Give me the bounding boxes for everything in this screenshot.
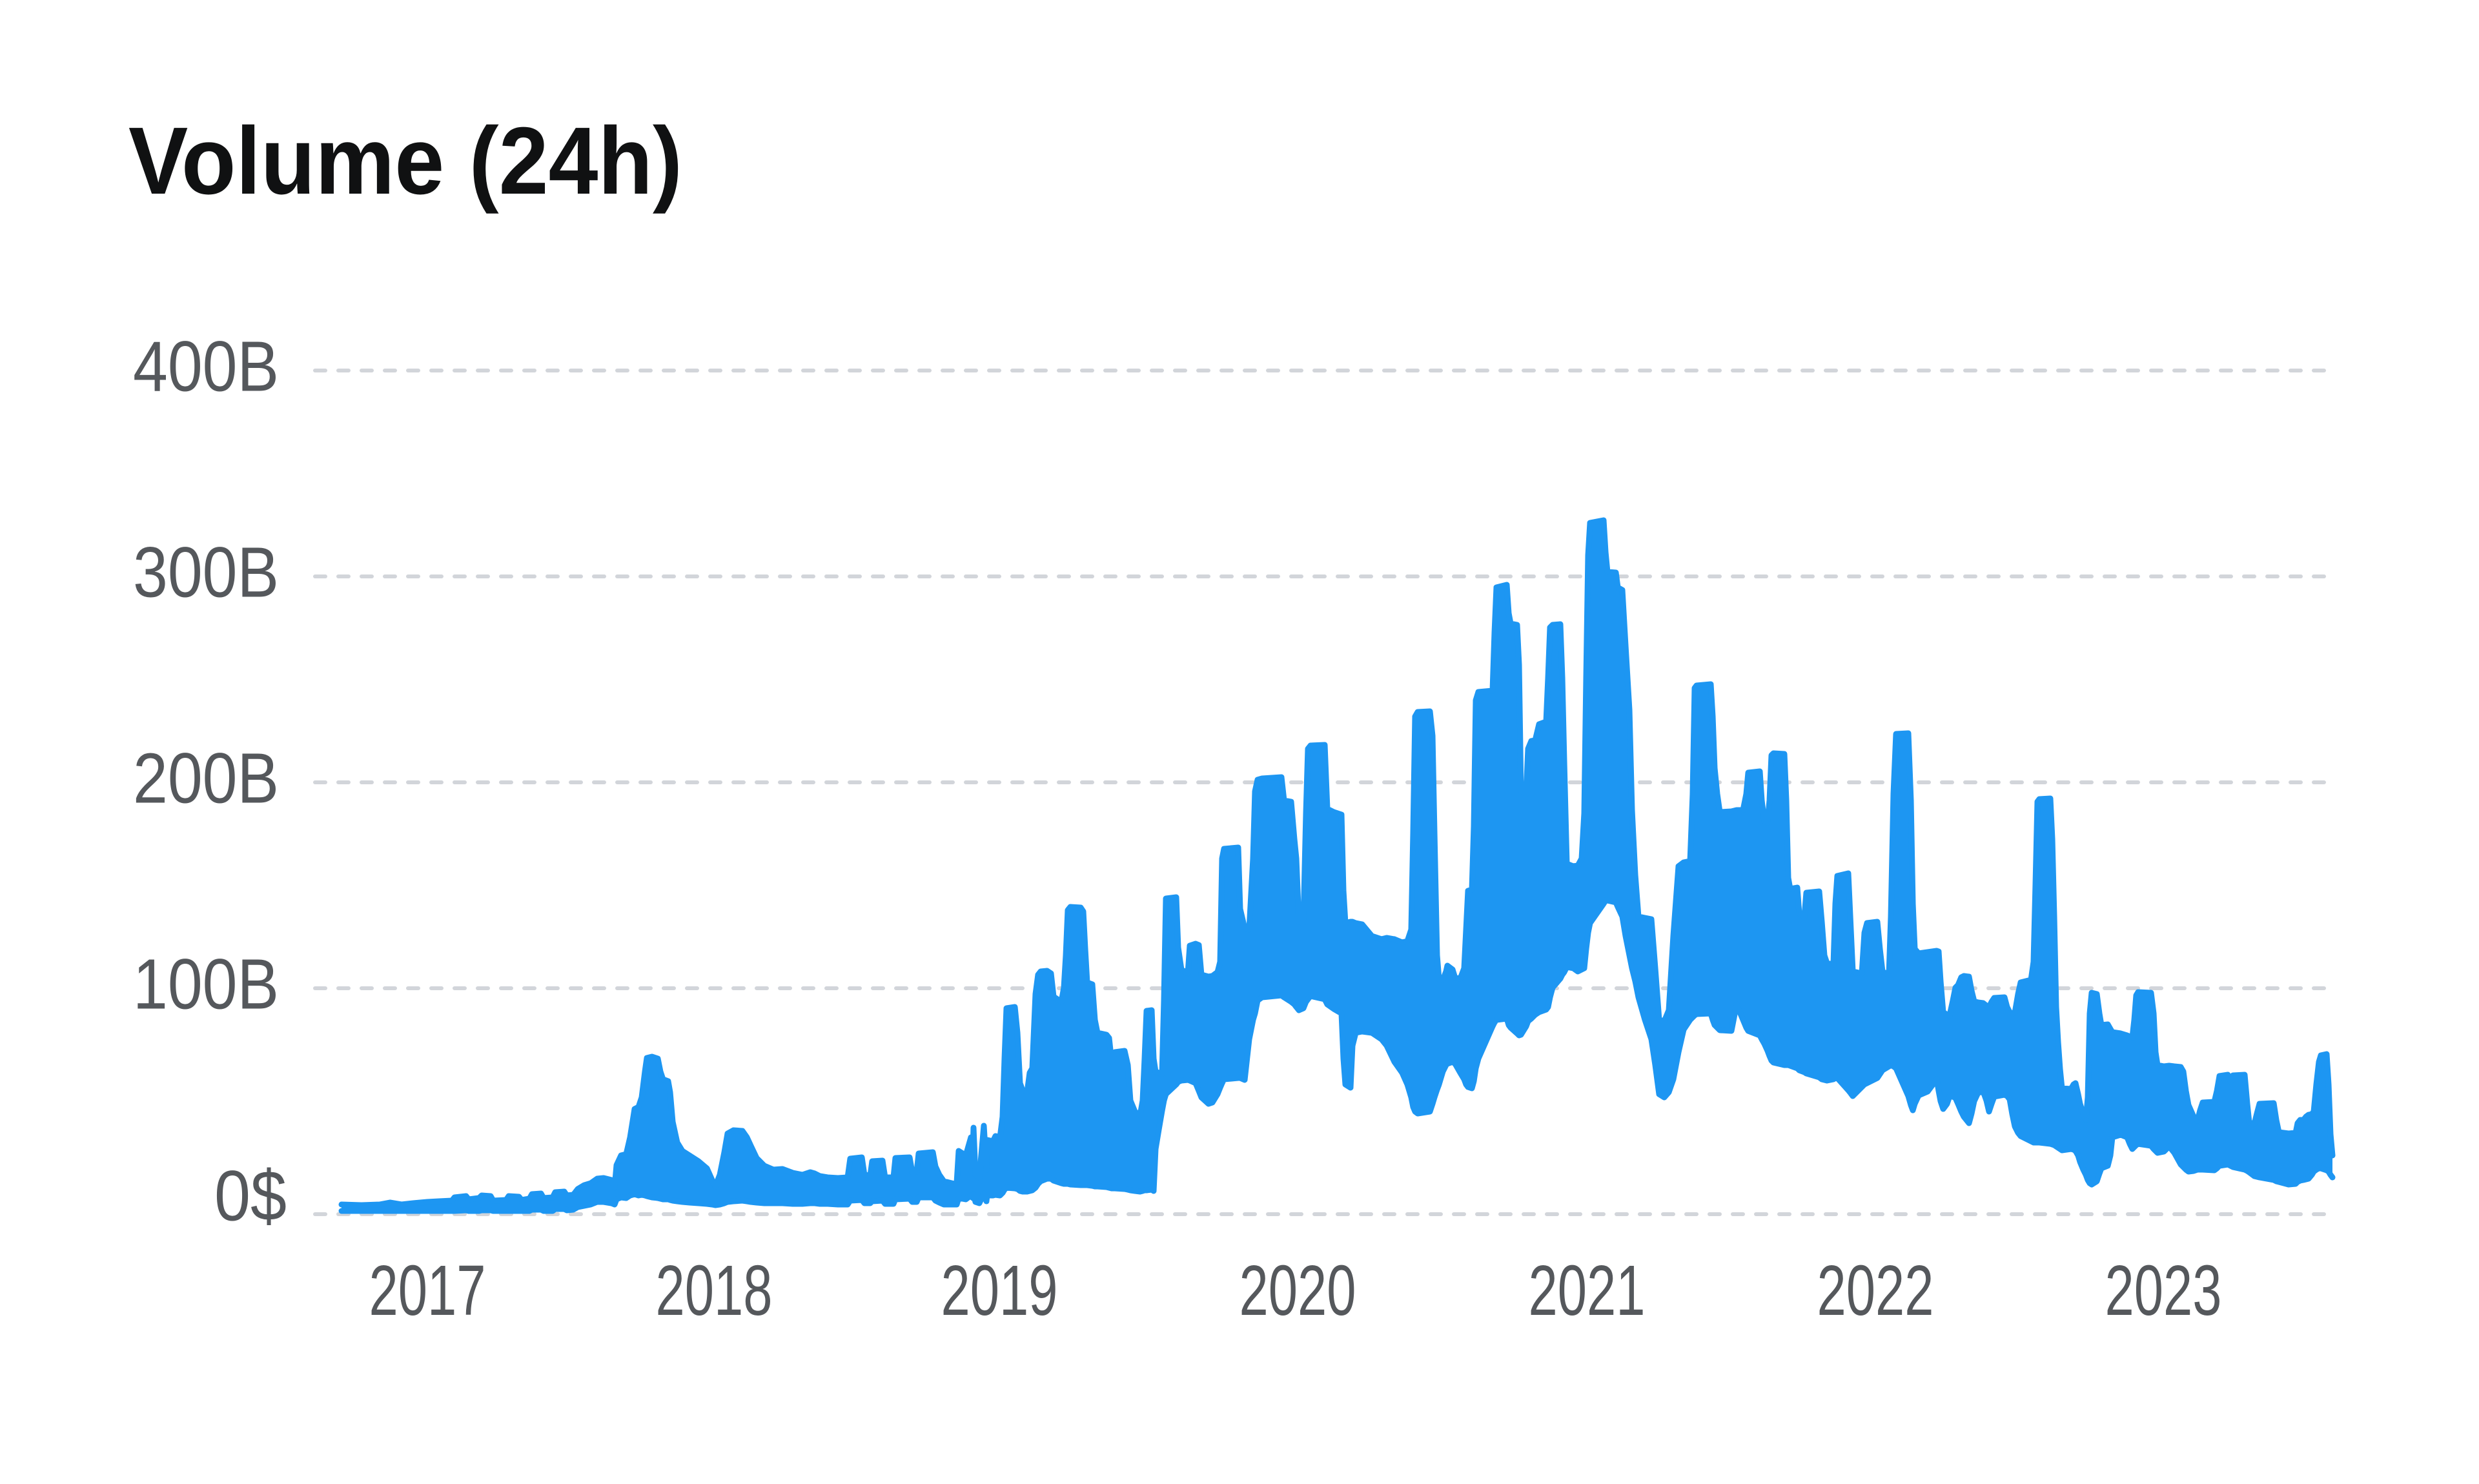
svg-text:300B: 300B: [133, 533, 279, 613]
svg-text:2022: 2022: [1817, 1251, 1934, 1330]
svg-text:2020: 2020: [1240, 1251, 1356, 1330]
svg-text:Volume (24h): Volume (24h): [128, 108, 682, 214]
svg-text:100B: 100B: [133, 945, 279, 1024]
svg-text:2023: 2023: [2105, 1251, 2222, 1330]
svg-text:0$: 0$: [214, 1157, 287, 1236]
svg-text:2018: 2018: [656, 1251, 773, 1330]
svg-text:2017: 2017: [369, 1251, 486, 1330]
svg-text:2021: 2021: [1529, 1251, 1646, 1330]
svg-text:400B: 400B: [133, 327, 279, 407]
svg-text:2019: 2019: [941, 1251, 1058, 1330]
svg-text:200B: 200B: [133, 739, 279, 818]
